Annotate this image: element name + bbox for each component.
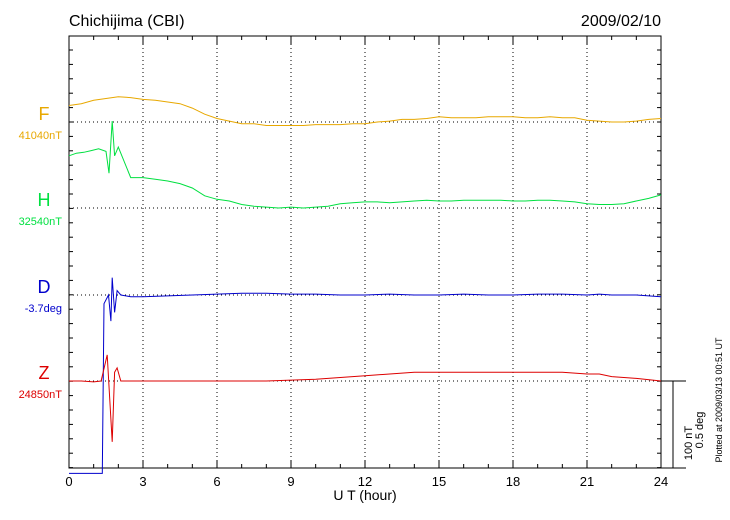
series-line-Z: [69, 354, 662, 442]
series-line-D: [69, 277, 662, 474]
series-baseline-D: -3.7deg: [25, 303, 62, 315]
scale-bar: 100 nT 0.5 deg: [661, 380, 706, 469]
x-tick-labels: 0 3 6 9 12 15 18 21 24: [65, 474, 668, 489]
series-baseline-H: 32540nT: [19, 216, 63, 228]
x-tick-label-6: 6: [213, 474, 220, 489]
date-title: 2009/02/10: [581, 13, 661, 30]
series-name-H: H: [38, 190, 51, 210]
x-tick-label-21: 21: [580, 474, 594, 489]
series-name-F: F: [39, 104, 50, 124]
series-lines: [68, 96, 662, 474]
plotted-timestamp: Plotted at 2009/03/13 00:51 UT: [714, 337, 724, 463]
series-name-Z: Z: [39, 363, 50, 383]
x-tick-label-24: 24: [654, 474, 668, 489]
station-title: Chichijima (CBI): [69, 13, 185, 30]
series-line-F: [68, 96, 662, 126]
x-tick-label-12: 12: [358, 474, 372, 489]
series-baseline-Z: 24850nT: [19, 389, 63, 401]
x-tick-label-0: 0: [65, 474, 72, 489]
series-baseline-F: 41040nT: [19, 130, 63, 142]
x-tick-label-3: 3: [139, 474, 146, 489]
x-axis-label: U T (hour): [333, 487, 396, 503]
x-tick-label-9: 9: [287, 474, 294, 489]
scale-nt-label: 100 nT: [683, 426, 695, 461]
x-tick-label-18: 18: [506, 474, 520, 489]
axis-ticks: [68, 36, 662, 469]
x-tick-label-15: 15: [432, 474, 446, 489]
series-labels: F 41040nT H 32540nT D -3.7deg Z 24850nT: [19, 104, 63, 401]
series-line-H: [68, 120, 662, 209]
series-name-D: D: [38, 277, 51, 297]
scale-deg-label: 0.5 deg: [694, 412, 706, 449]
